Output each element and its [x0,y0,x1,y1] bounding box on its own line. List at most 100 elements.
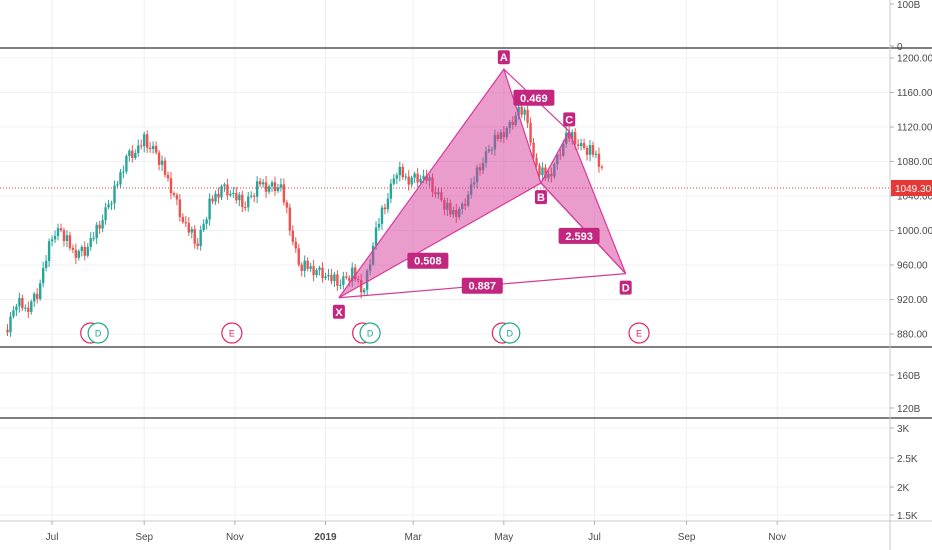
candle-body [68,235,72,248]
candle-body [157,152,161,165]
pattern-point-label: C [565,114,573,126]
dividend-event-icon[interactable] [359,322,381,344]
candle-body [92,237,95,239]
candle-body [383,207,387,210]
y-tick-label: 2K [897,483,910,494]
candle-body [588,145,592,155]
candle-body [137,145,140,154]
candle-body [380,207,384,224]
ratio-label: 0.508 [414,256,442,268]
candle-body [122,171,125,173]
candle-body [232,192,235,194]
candle-body [235,192,238,201]
candle-body [315,269,318,276]
candle-body [342,276,345,285]
candle-body [229,193,232,196]
candle-body [241,194,244,208]
earnings-event-icon[interactable] [221,322,243,344]
candle-body [77,250,81,258]
candle-body [250,195,253,197]
candle-body [47,241,51,262]
event-label: D [507,329,514,339]
candle-body [576,144,580,147]
y-tick-label: 1200.00 [897,54,932,65]
candle-body [184,222,188,224]
event-label: D [367,329,374,339]
candle-body [131,150,134,159]
top-pane [0,0,890,48]
candle-body [529,122,532,143]
y-tick-label: 920.00 [897,295,928,306]
pattern-point-label-bg [619,280,632,295]
y-tick-label: 880.00 [897,330,928,341]
pattern-triangle-bcd[interactable] [540,129,627,275]
candle-body [570,132,574,139]
candle-body [255,181,259,197]
candle-body [386,198,390,210]
candle-body [416,173,419,183]
candle-body [80,246,83,251]
candle-body [538,165,541,176]
candle-body [83,246,86,256]
candle-body [113,185,116,204]
candle-body [413,173,416,178]
candle-body [282,184,286,203]
candle-body [226,184,229,196]
candle-body [238,194,241,201]
candle-body [291,230,295,242]
ratio-label-bg [461,277,503,294]
candle-body [196,243,199,247]
candle-body [166,174,170,179]
candle-body [330,274,333,282]
ratio-label-bg [407,252,449,269]
candle-body [261,182,265,185]
y-tick-label: 3K [897,424,910,435]
candle-body [65,235,69,241]
earnings-event-icon[interactable] [628,322,650,344]
candle-body [36,293,39,299]
candle-body [585,147,589,155]
candle-body [116,184,119,186]
x-tick-label: 2019 [314,532,337,543]
candle-body [175,194,179,200]
candle-body [119,172,122,185]
candle-body [145,134,149,148]
candle-body [214,193,217,202]
ratio-label-bg [558,227,600,244]
candle-body [190,229,193,233]
candle-body [597,153,601,167]
candle-body [128,150,131,157]
y-tick-label: 160B [897,371,921,382]
candle-body [104,207,107,221]
pattern-triangle-xab[interactable] [338,67,542,299]
candle-body [594,153,598,155]
candle-body [523,109,526,115]
harmonic-pattern[interactable]: 0.469 0.508 2.593 0.887 X A B C D [0,50,890,319]
dividend-event-icon[interactable] [87,322,109,344]
candle-body [181,216,185,223]
axes: 1200.00 1160.00 1120.00 1080.00 1040.00 1000.… [46,0,932,543]
candle-body [140,145,143,147]
candle-body [6,329,9,333]
candle-body [294,241,297,249]
y-tick-label: 1120.00 [897,123,932,134]
candle-body [205,219,208,224]
candle-body [9,316,12,333]
candle-body [300,264,303,271]
candle-body [336,274,339,286]
y-tick-label: 1.5K [897,511,918,522]
candle-body [339,284,342,286]
candle-body [264,182,268,192]
pattern-point-label-bg [332,304,345,319]
y-tick-label: 2.5K [897,454,918,465]
candle-body [154,145,158,153]
candle-body [419,178,422,183]
candle-body [172,193,176,195]
dividend-event-icon[interactable] [499,322,521,344]
candle-body [318,267,321,270]
candle-body [345,276,348,278]
event-markers[interactable]: EDEEDEDE [80,322,650,344]
candle-body [15,306,18,311]
